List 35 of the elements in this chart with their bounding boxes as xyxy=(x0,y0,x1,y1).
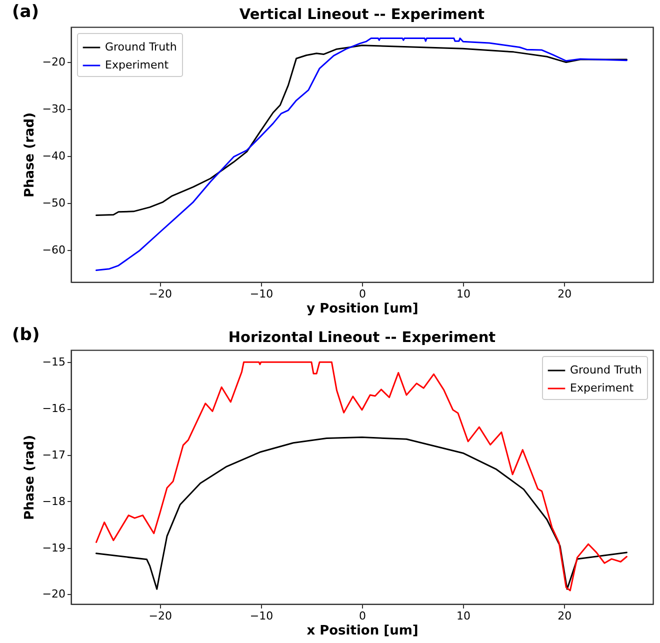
y-tick-label: −40 xyxy=(42,149,66,162)
text: (b) xyxy=(12,325,40,345)
y-tick-label: −50 xyxy=(42,196,66,210)
y-tick-label: −20 xyxy=(42,588,66,601)
x-tick-label: 10 xyxy=(456,610,471,622)
legend-label: Ground Truth xyxy=(570,364,642,376)
line-series xyxy=(96,436,628,590)
line-series xyxy=(96,38,628,271)
y-tick-label: −60 xyxy=(42,244,66,257)
y-tick-label: −20 xyxy=(42,55,66,68)
x-tick-label: −10 xyxy=(250,610,274,622)
chart-title: Horizontal Lineout -- Experiment xyxy=(228,330,496,346)
chart-title: Vertical Lineout -- Experiment xyxy=(239,7,485,23)
x-axis-title: x Position [um] xyxy=(306,624,418,638)
legend-label: Ground Truth xyxy=(105,40,177,54)
y-tick-label: −16 xyxy=(42,402,66,416)
text: (a) xyxy=(12,2,40,22)
x-tick-label: −20 xyxy=(148,610,172,622)
y-tick-label: −19 xyxy=(42,541,66,554)
legend-label: Experiment xyxy=(105,58,170,72)
x-tick-label: 20 xyxy=(558,610,572,622)
x-tick-label: 0 xyxy=(359,610,366,622)
x-tick-label: 10 xyxy=(456,288,471,300)
y-axis-title: Phase (rad) xyxy=(22,434,38,520)
x-tick-label: 0 xyxy=(359,288,366,300)
x-tick-label: −20 xyxy=(148,288,172,300)
y-tick-label: −18 xyxy=(42,494,66,508)
y-tick-label: −30 xyxy=(42,102,66,116)
x-axis-title: y Position [um] xyxy=(306,302,418,316)
y-axis-title: Phase (rad) xyxy=(22,112,38,198)
legend-label: Experiment xyxy=(570,382,634,394)
y-tick-label: −15 xyxy=(42,356,66,369)
x-tick-label: −10 xyxy=(250,288,274,300)
y-tick-label: −17 xyxy=(42,448,66,462)
x-tick-label: 20 xyxy=(558,288,572,300)
